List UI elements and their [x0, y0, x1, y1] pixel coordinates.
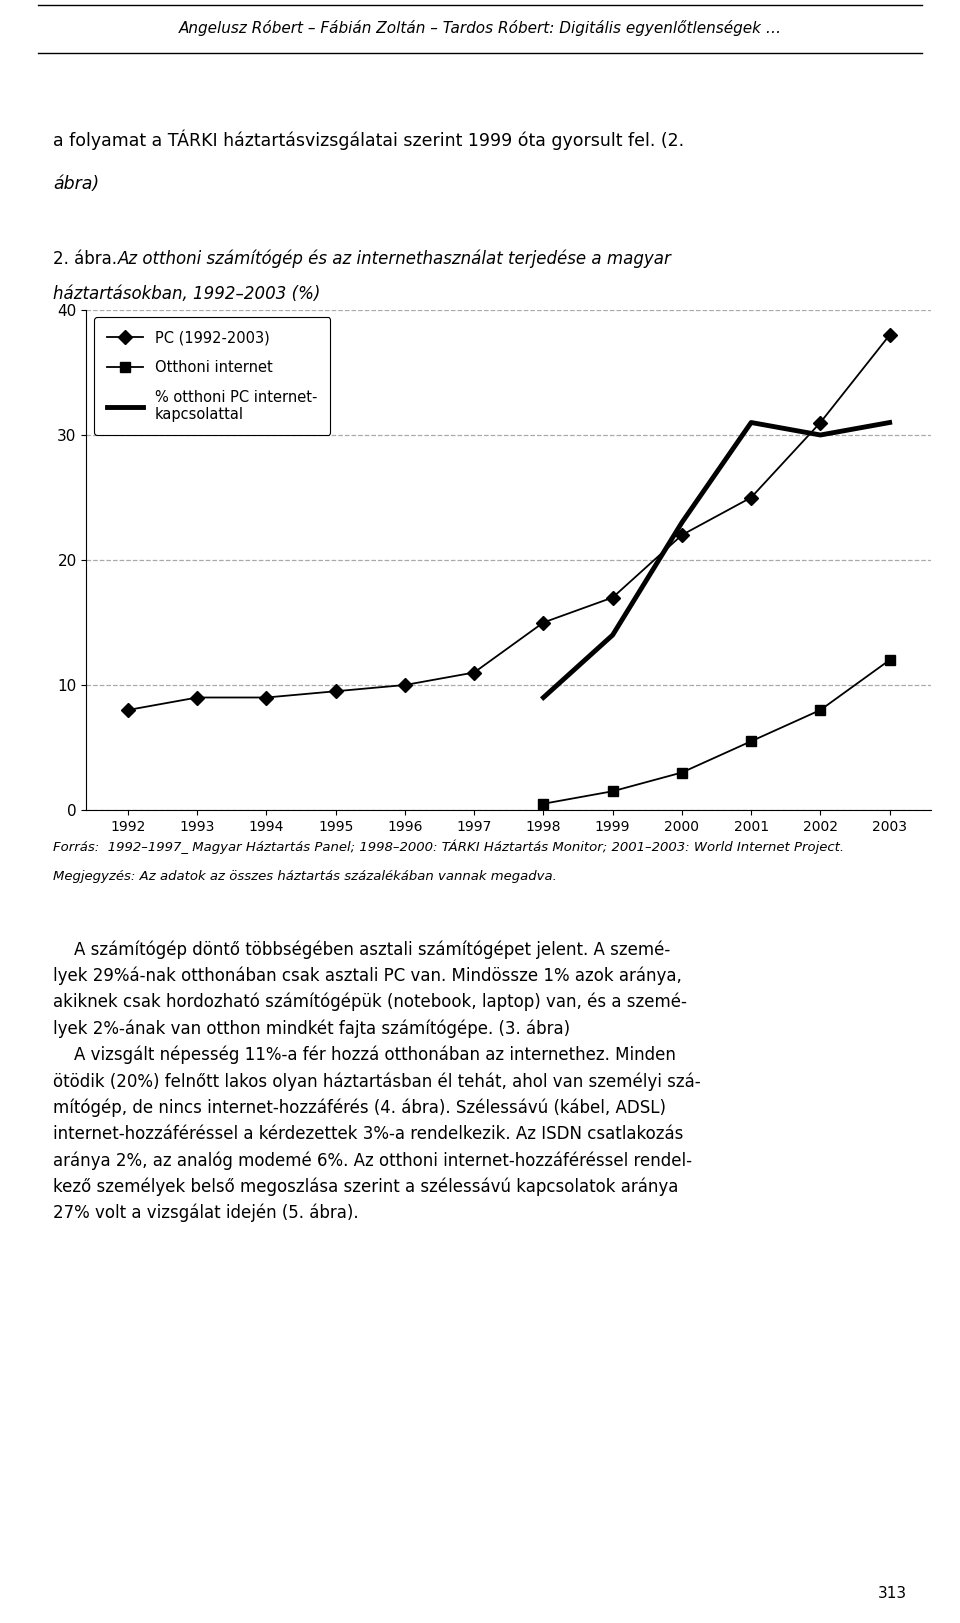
Legend: PC (1992-2003), Otthoni internet, % otthoni PC internet-
kapcsolattal: PC (1992-2003), Otthoni internet, % otth…	[94, 316, 330, 435]
Text: háztartásokban, 1992–2003 (%): háztartásokban, 1992–2003 (%)	[53, 286, 321, 304]
Text: A számítógép döntő többségében asztali számítógépet jelent. A szemé-
lyek 29%á-n: A számítógép döntő többségében asztali s…	[53, 940, 701, 1222]
Text: 313: 313	[878, 1586, 907, 1602]
Text: 2. ábra.: 2. ábra.	[53, 250, 122, 268]
Text: Az otthoni számítógép és az internethasználat terjedése a magyar: Az otthoni számítógép és az internethasz…	[118, 250, 672, 268]
Text: a folyamat a TÁRKI háztartásvizsgálatai szerint 1999 óta gyorsult fel. (2.: a folyamat a TÁRKI háztartásvizsgálatai …	[53, 130, 684, 151]
Text: Angelusz Róbert – Fábián Zoltán – Tardos Róbert: Digitális egyenlőtlenségek …: Angelusz Róbert – Fábián Zoltán – Tardos…	[179, 19, 781, 36]
Text: ábra): ábra)	[53, 175, 99, 193]
Text: Forrás:  1992–1997_ Magyar Háztartás Panel; 1998–2000: TÁRKI Háztartás Monitor; : Forrás: 1992–1997_ Magyar Háztartás Pane…	[53, 841, 844, 854]
Text: Megjegyzés: Az adatok az összes háztartás százalékában vannak megadva.: Megjegyzés: Az adatok az összes háztartá…	[53, 870, 557, 883]
